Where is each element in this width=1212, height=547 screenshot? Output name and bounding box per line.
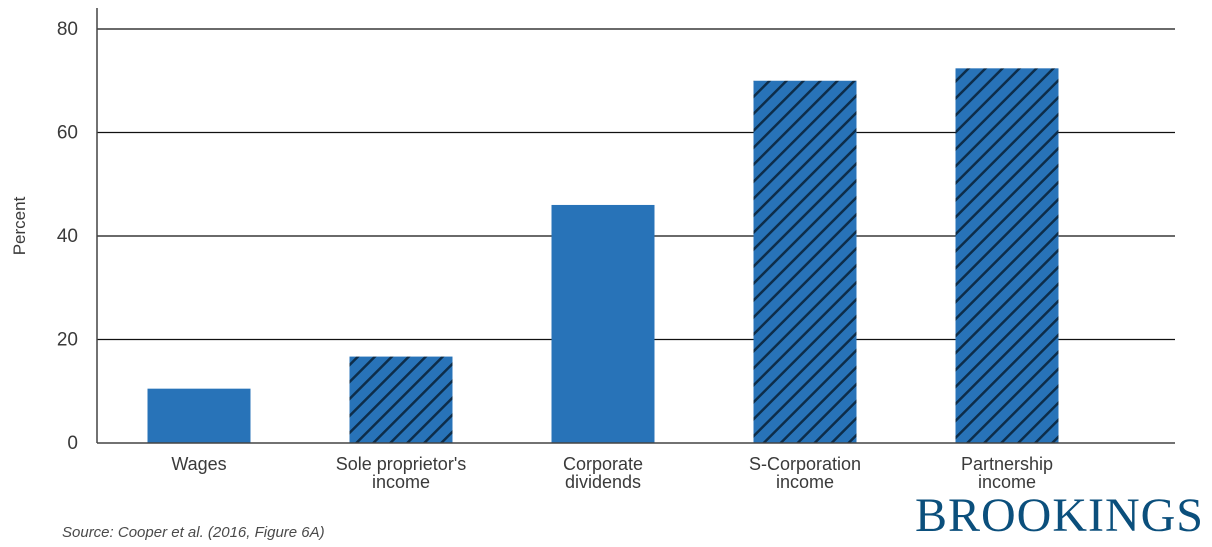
x-tick-label-0: Wages: [171, 454, 226, 474]
brookings-logo: BROOKINGS: [914, 489, 1204, 542]
x-tick-label-line: Sole proprietor's: [336, 454, 467, 474]
bar-2: [551, 204, 655, 443]
y-tick-label-0: 0: [67, 433, 78, 454]
x-tick-label-line: Corporate: [563, 454, 643, 474]
bar-0: [147, 388, 251, 443]
x-tick-label-1: Sole proprietor's income: [336, 454, 467, 492]
bar-4: [955, 68, 1059, 443]
y-tick-label-80: 80: [57, 19, 78, 40]
bar-3: [753, 80, 857, 443]
x-tick-label-line: income: [978, 472, 1036, 492]
y-tick-label-60: 60: [57, 123, 78, 144]
bar-1: [349, 356, 453, 443]
x-tick-label-line: Wages: [171, 454, 226, 474]
x-tick-label-line: S-Corporation: [749, 454, 861, 474]
x-tick-label-2: Corporate dividends: [563, 454, 643, 492]
axes: [96, 8, 1175, 444]
x-tick-label-line: dividends: [565, 472, 641, 492]
x-tick-label-3: S-Corporation income: [749, 454, 861, 492]
y-tick-label-20: 20: [57, 330, 78, 351]
y-tick-label-40: 40: [57, 226, 78, 247]
source-note: Source: Cooper et al. (2016, Figure 6A): [62, 524, 325, 541]
x-tick-label-line: income: [372, 472, 430, 492]
y-axis-title: Percent: [10, 196, 29, 255]
bars: [147, 68, 1059, 443]
x-tick-label-line: income: [776, 472, 834, 492]
x-tick-label-4: Partnership income: [961, 454, 1053, 492]
x-tick-label-line: Partnership: [961, 454, 1053, 474]
